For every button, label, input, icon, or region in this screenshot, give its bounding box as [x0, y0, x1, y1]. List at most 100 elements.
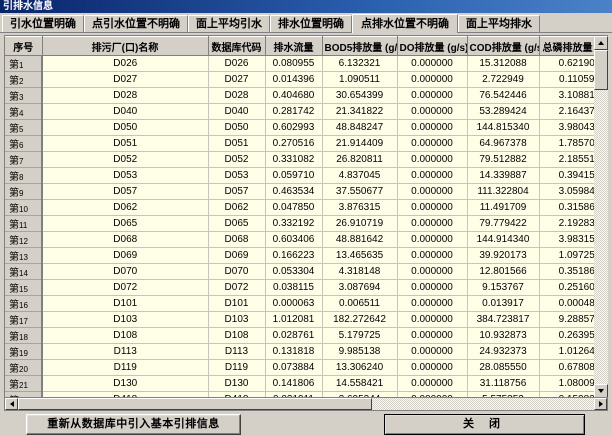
- cell-flow[interactable]: 0.073884: [265, 359, 323, 376]
- cell-do[interactable]: 0.000000: [397, 247, 468, 264]
- tab-4[interactable]: 点排水位置不明确: [352, 14, 458, 33]
- row-header[interactable]: 第4: [5, 103, 43, 120]
- row-header[interactable]: 第5: [5, 119, 43, 136]
- reimport-button[interactable]: 重新从数据库中引入基本引排信息: [26, 414, 241, 435]
- table-row[interactable]: 第22D418D4180.0219112.6953440.0000005.575…: [5, 391, 608, 397]
- cell-flow[interactable]: 0.281742: [265, 103, 323, 120]
- cell-name[interactable]: D040: [42, 103, 209, 120]
- row-header[interactable]: 第3: [5, 87, 43, 104]
- table-row[interactable]: 第5 D050 D050 0.602993 48.848247 0.000000 144.8…: [5, 119, 608, 136]
- cell-code[interactable]: D027: [208, 71, 266, 88]
- cell-code[interactable]: D040: [208, 103, 266, 120]
- cell-code[interactable]: D130: [208, 375, 266, 392]
- tab-1[interactable]: 点引水位置不明确: [84, 15, 188, 32]
- cell-name[interactable]: D069: [42, 247, 209, 264]
- cell-cod[interactable]: 9.153767: [467, 279, 540, 296]
- row-header[interactable]: 第6: [5, 135, 43, 152]
- cell-flow[interactable]: 0.000063: [265, 295, 323, 312]
- cell-tp[interactable]: 1.012641: [539, 343, 608, 360]
- table-row[interactable]: 第15 D072 D072 0.038115 3.087694 0.000000 9.153…: [5, 279, 608, 296]
- cell-code[interactable]: D108: [208, 327, 266, 344]
- cell-name[interactable]: D052: [42, 151, 209, 168]
- cell-tp[interactable]: 1.097256: [539, 247, 608, 264]
- row-header[interactable]: 第12: [5, 231, 43, 248]
- cell-tp[interactable]: 2.192837: [539, 215, 608, 232]
- cell-do[interactable]: 0.000000: [397, 87, 468, 104]
- cell-tp[interactable]: 0.315864: [539, 199, 608, 216]
- cell-bod5[interactable]: 6.132321: [322, 55, 398, 72]
- cell-flow[interactable]: 0.270516: [265, 135, 323, 152]
- cell-tp[interactable]: 2.164377: [539, 103, 608, 120]
- table-row[interactable]: 第14 D070 D070 0.053304 4.318148 0.000000 12.80…: [5, 263, 608, 280]
- cell-bod5[interactable]: 14.558421: [322, 375, 398, 392]
- vertical-scroll-track[interactable]: [594, 50, 608, 384]
- cell-code[interactable]: D069: [208, 247, 266, 264]
- cell-tp[interactable]: 3.108810: [539, 87, 608, 104]
- cell-flow[interactable]: 0.047850: [265, 199, 323, 216]
- cell-bod5[interactable]: 3.087694: [322, 279, 398, 296]
- table-row[interactable]: 第8 D053 D053 0.059710 4.837045 0.000000 14.339…: [5, 167, 608, 184]
- tab-2[interactable]: 面上平均引水: [188, 15, 270, 32]
- cell-code[interactable]: D052: [208, 151, 266, 168]
- cell-tp[interactable]: 0.263958: [539, 327, 608, 344]
- cell-flow[interactable]: 0.404680: [265, 87, 323, 104]
- cell-code[interactable]: D028: [208, 87, 266, 104]
- cell-name[interactable]: D108: [42, 327, 209, 344]
- cell-cod[interactable]: 64.967378: [467, 135, 540, 152]
- cell-tp[interactable]: 0.000483: [539, 295, 608, 312]
- cell-name[interactable]: D028: [42, 87, 209, 104]
- cell-name[interactable]: D418: [42, 391, 209, 397]
- column-header-4[interactable]: BOD5排放量 (g/s): [322, 36, 398, 56]
- table-row[interactable]: 第1 D026 D026 0.080955 6.132321 0.000000 15.312…: [5, 55, 608, 72]
- cell-tp[interactable]: 0.678083: [539, 359, 608, 376]
- cell-cod[interactable]: 28.085550: [467, 359, 540, 376]
- cell-name[interactable]: D065: [42, 215, 209, 232]
- cell-code[interactable]: D065: [208, 215, 266, 232]
- cell-flow[interactable]: 0.080955: [265, 55, 323, 72]
- column-header-2[interactable]: 数据库代码: [208, 36, 266, 56]
- close-button[interactable]: 关 闭: [384, 414, 585, 435]
- cell-do[interactable]: 0.000000: [397, 55, 468, 72]
- cell-cod[interactable]: 384.723817: [467, 311, 540, 328]
- cell-cod[interactable]: 39.920173: [467, 247, 540, 264]
- cell-bod5[interactable]: 182.272642: [322, 311, 398, 328]
- cell-do[interactable]: 0.000000: [397, 103, 468, 120]
- cell-do[interactable]: 0.000000: [397, 391, 468, 397]
- row-header[interactable]: 第20: [5, 359, 43, 376]
- cell-cod[interactable]: 24.932373: [467, 343, 540, 360]
- row-header[interactable]: 第13: [5, 247, 43, 264]
- cell-do[interactable]: 0.000000: [397, 231, 468, 248]
- cell-flow[interactable]: 0.602993: [265, 119, 323, 136]
- horizontal-scroll-thumb[interactable]: [18, 398, 372, 410]
- scroll-right-button[interactable]: [594, 398, 607, 410]
- cell-tp[interactable]: 3.980430: [539, 119, 608, 136]
- table-row[interactable]: 第13 D069 D069 0.166223 13.465635 0.000000 39.9…: [5, 247, 608, 264]
- cell-do[interactable]: 0.000000: [397, 119, 468, 136]
- row-header[interactable]: 第22: [5, 391, 43, 397]
- cell-code[interactable]: D103: [208, 311, 266, 328]
- cell-bod5[interactable]: 26.910719: [322, 215, 398, 232]
- cell-cod[interactable]: 0.013917: [467, 295, 540, 312]
- cell-bod5[interactable]: 4.318148: [322, 263, 398, 280]
- cell-cod[interactable]: 144.914340: [467, 231, 540, 248]
- cell-flow[interactable]: 0.141806: [265, 375, 323, 392]
- cell-code[interactable]: D050: [208, 119, 266, 136]
- column-header-3[interactable]: 排水流量: [265, 36, 323, 56]
- cell-tp[interactable]: 1.080095: [539, 375, 608, 392]
- cell-cod[interactable]: 111.322804: [467, 183, 540, 200]
- table-row[interactable]: 第17 D103 D103 1.012081 182.272642 0.000000 384…: [5, 311, 608, 328]
- cell-flow[interactable]: 1.012081: [265, 311, 323, 328]
- cell-bod5[interactable]: 21.914409: [322, 135, 398, 152]
- table-row[interactable]: 第18 D108 D108 0.028761 5.179725 0.000000 10.93…: [5, 327, 608, 344]
- column-header-0[interactable]: 序号: [5, 36, 43, 56]
- vertical-scrollbar[interactable]: [594, 36, 608, 398]
- cell-cod[interactable]: 5.575352: [467, 391, 540, 397]
- table-row[interactable]: 第19 D113 D113 0.131818 9.985138 0.000000 24.93…: [5, 343, 608, 360]
- cell-cod[interactable]: 14.339887: [467, 167, 540, 184]
- cell-bod5[interactable]: 9.985138: [322, 343, 398, 360]
- cell-code[interactable]: D070: [208, 263, 266, 280]
- cell-tp[interactable]: 0.621908: [539, 55, 608, 72]
- tab-3[interactable]: 排水位置明确: [270, 15, 352, 32]
- cell-tp[interactable]: 3.059840: [539, 183, 608, 200]
